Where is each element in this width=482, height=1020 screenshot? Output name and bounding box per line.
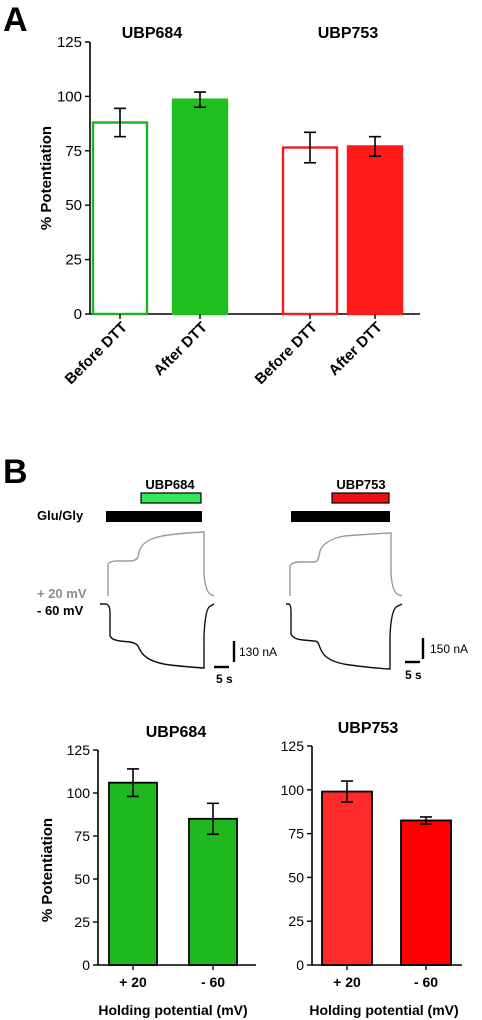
chart-b1-category-label: + 20 xyxy=(119,974,147,990)
chart-b1: 0 25 50 75 100 125 + 20 - 60 xyxy=(67,742,256,990)
agonist-label: Glu/Gly xyxy=(37,508,84,523)
drug-label-ubp753: UBP753 xyxy=(336,477,385,492)
holding-label-plus20: + 20 mV xyxy=(37,586,87,601)
panel-a-ytick-label: 0 xyxy=(74,306,82,323)
trace-lower-ubp753 xyxy=(286,603,403,670)
panel-a-ytick-label: 75 xyxy=(65,143,82,160)
time-scale-label-right: 5 s xyxy=(405,668,422,682)
chart-b2-title: UBP753 xyxy=(338,720,399,737)
panel-a-bar xyxy=(346,145,404,316)
chart-b1-ytick-label: 75 xyxy=(74,828,90,844)
chart-b2-xlabel: Holding potential (mV) xyxy=(309,1002,458,1018)
chart-b2-ytick-label: 0 xyxy=(296,957,304,973)
trace-lower-ubp684 xyxy=(100,603,215,669)
chart-b1-ytick-label: 0 xyxy=(82,957,90,973)
chart-b1-ytick-label: 25 xyxy=(74,914,90,930)
panel-a-ytick-label: 100 xyxy=(57,88,82,105)
panel-a-ytick-label: 25 xyxy=(65,252,82,269)
panel-a-category-label: Before DTT xyxy=(252,319,321,388)
panel-a-title-1: UBP684 xyxy=(122,25,183,42)
time-scale-label-left: 5 s xyxy=(216,672,233,686)
panel-a-title-2: UBP753 xyxy=(318,25,379,42)
chart-b1-ytick-label: 125 xyxy=(67,742,91,758)
chart-b2-ytick-label: 75 xyxy=(288,826,304,842)
panel-a-bar xyxy=(91,121,149,316)
chart-b1-ytick-label: 50 xyxy=(74,871,90,887)
current-scale-label-left: 130 nA xyxy=(239,645,277,659)
chart-b1-ytick-label: 100 xyxy=(67,785,91,801)
panel-a-bar xyxy=(281,146,339,316)
chart-b2-bar xyxy=(400,819,452,966)
panel-a-bar xyxy=(171,98,229,316)
chart-b2-category-label: + 20 xyxy=(333,974,361,990)
panel-a-ylabel: % Potentiation xyxy=(38,126,55,230)
drug-label-ubp684: UBP684 xyxy=(145,477,195,492)
chart-b2-bar xyxy=(321,790,373,966)
chart-b1-ylabel: % Potentiation xyxy=(39,818,56,922)
agonist-application-bar-left xyxy=(106,511,202,522)
panel-a-letter: A xyxy=(3,1,28,39)
chart-b1-xlabel: Holding potential (mV) xyxy=(98,1002,247,1018)
holding-label-minus60: - 60 mV xyxy=(37,603,84,618)
panel-a-category-label: After DTT xyxy=(325,319,385,379)
chart-b2: 0 25 50 75 100 125 + 20 - 60 xyxy=(281,738,462,990)
chart-b2-ytick-label: 25 xyxy=(288,913,304,929)
chart-b1-category-label: - 60 xyxy=(201,974,225,990)
chart-b1-title: UBP684 xyxy=(146,724,207,741)
chart-b1-bar xyxy=(188,817,238,966)
drug-application-bar-ubp684 xyxy=(140,492,202,504)
chart-b1-bar xyxy=(108,781,158,966)
panel-a-category-label: After DTT xyxy=(150,319,210,379)
chart-b2-category-label: - 60 xyxy=(414,974,438,990)
chart-b2-ytick-label: 100 xyxy=(281,782,305,798)
panel-a-category-label: Before DTT xyxy=(62,319,131,388)
chart-b2-ytick-label: 125 xyxy=(281,738,305,754)
panel-a-ytick-label: 125 xyxy=(57,34,82,51)
panel-b-letter: B xyxy=(3,453,28,491)
drug-application-bar-ubp753 xyxy=(331,492,390,504)
chart-b2-ytick-label: 50 xyxy=(288,869,304,885)
agonist-application-bar-right xyxy=(291,511,390,522)
trace-upper-ubp753 xyxy=(289,532,403,597)
panel-a-ytick-label: 50 xyxy=(65,197,82,214)
current-scale-label-right: 150 nA xyxy=(430,642,468,656)
trace-upper-ubp684 xyxy=(107,531,215,597)
